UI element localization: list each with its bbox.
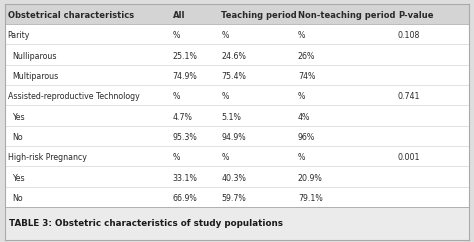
Text: 0.108: 0.108: [398, 31, 420, 40]
Bar: [5, 146, 469, 166]
Text: 74%: 74%: [298, 72, 315, 81]
Bar: [5, 85, 469, 105]
Text: 4.7%: 4.7%: [173, 113, 192, 121]
Text: 24.6%: 24.6%: [221, 52, 246, 60]
Text: Multiparous: Multiparous: [12, 72, 59, 81]
Text: 33.1%: 33.1%: [173, 174, 197, 182]
Bar: [5, 44, 469, 65]
Text: Non-teaching period: Non-teaching period: [298, 11, 395, 20]
Bar: [5, 4, 469, 24]
Text: Obstetrical characteristics: Obstetrical characteristics: [8, 11, 134, 20]
Text: 40.3%: 40.3%: [221, 174, 246, 182]
Text: 4%: 4%: [298, 113, 310, 121]
Text: Yes: Yes: [12, 174, 25, 182]
Text: 26%: 26%: [298, 52, 315, 60]
Text: 5.1%: 5.1%: [221, 113, 241, 121]
Bar: [5, 4, 469, 207]
Text: %: %: [221, 92, 228, 101]
Bar: [5, 65, 469, 85]
Bar: [5, 187, 469, 207]
Text: %: %: [298, 92, 305, 101]
Text: 59.7%: 59.7%: [221, 194, 246, 203]
Text: 95.3%: 95.3%: [173, 133, 197, 142]
Text: %: %: [173, 92, 180, 101]
Bar: [5, 166, 469, 187]
Bar: [5, 207, 469, 240]
Text: 20.9%: 20.9%: [298, 174, 323, 182]
Text: No: No: [12, 194, 23, 203]
Text: %: %: [173, 153, 180, 162]
Bar: [5, 24, 469, 44]
Text: Yes: Yes: [12, 113, 25, 121]
Text: 94.9%: 94.9%: [221, 133, 246, 142]
Text: %: %: [221, 31, 228, 40]
Text: Nulliparous: Nulliparous: [12, 52, 57, 60]
Bar: [5, 105, 469, 126]
Text: 0.001: 0.001: [398, 153, 420, 162]
Text: %: %: [298, 31, 305, 40]
Text: 66.9%: 66.9%: [173, 194, 197, 203]
Bar: [5, 126, 469, 146]
Text: No: No: [12, 133, 23, 142]
Text: 75.4%: 75.4%: [221, 72, 246, 81]
Text: Teaching period: Teaching period: [221, 11, 297, 20]
Text: TABLE 3: Obstetric characteristics of study populations: TABLE 3: Obstetric characteristics of st…: [9, 219, 283, 228]
Text: 79.1%: 79.1%: [298, 194, 323, 203]
Text: 0.741: 0.741: [398, 92, 420, 101]
Text: Parity: Parity: [8, 31, 30, 40]
Text: 74.9%: 74.9%: [173, 72, 197, 81]
Text: Assisted-reproductive Technology: Assisted-reproductive Technology: [8, 92, 139, 101]
Text: All: All: [173, 11, 185, 20]
Text: P-value: P-value: [398, 11, 433, 20]
Text: %: %: [221, 153, 228, 162]
Text: %: %: [298, 153, 305, 162]
Text: %: %: [173, 31, 180, 40]
Text: High-risk Pregnancy: High-risk Pregnancy: [8, 153, 86, 162]
Text: 25.1%: 25.1%: [173, 52, 197, 60]
Text: 96%: 96%: [298, 133, 315, 142]
